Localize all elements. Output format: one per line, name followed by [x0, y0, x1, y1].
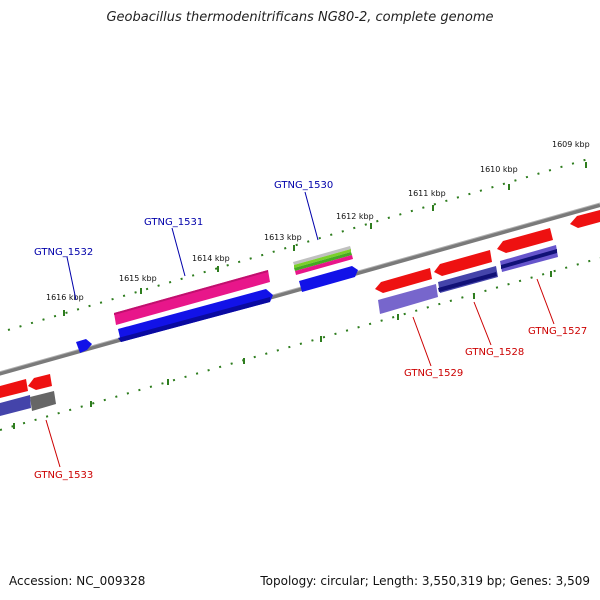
label-gtng-1527[interactable]: GTNG_1527: [528, 326, 587, 337]
scale-label-1615: 1615 kbp: [119, 274, 157, 283]
gene-1529-arrow[interactable]: [375, 268, 432, 293]
major-ticks-upper: [63, 162, 587, 316]
genome-summary-text: Topology: circular; Length: 3,550,319 bp…: [260, 574, 590, 588]
scale-label-1616: 1616 kbp: [46, 293, 84, 302]
reverse-leader-lines: [45, 278, 555, 468]
scale-label-1611: 1611 kbp: [408, 189, 446, 198]
label-gtng-1528[interactable]: GTNG_1528: [465, 347, 524, 358]
scale-label-1610: 1610 kbp: [480, 165, 518, 174]
gene-1530-stripes[interactable]: [293, 246, 353, 275]
scale-label-1613: 1613 kbp: [264, 233, 302, 242]
scale-label-1612: 1612 kbp: [336, 212, 374, 221]
gene-1532-arrow[interactable]: [76, 339, 92, 353]
label-gtng-1532[interactable]: GTNG_1532: [34, 247, 93, 258]
gene-1533-band[interactable]: [0, 395, 31, 416]
gene-1533-gray-band[interactable]: [30, 391, 56, 411]
gene-1531-pink-band[interactable]: [114, 270, 270, 325]
label-gtng-1531[interactable]: GTNG_1531: [144, 217, 203, 228]
lower-scale-line: [0, 257, 600, 431]
major-ticks-lower: [13, 271, 552, 429]
gene-right-edge-arrow[interactable]: [570, 210, 600, 228]
genome-backbone: [0, 203, 600, 376]
gene-1530-arrow[interactable]: [299, 266, 358, 292]
scale-label-1614: 1614 kbp: [192, 254, 230, 263]
label-gtng-1533[interactable]: GTNG_1533: [34, 470, 93, 481]
label-gtng-1530[interactable]: GTNG_1530: [274, 180, 333, 191]
gene-1528-arrow[interactable]: [434, 250, 492, 276]
scale-label-1609: 1609 kbp: [552, 140, 590, 149]
gene-1527-arrow[interactable]: [497, 228, 553, 253]
genome-title: Geobacillus thermodenitrificans NG80-2, …: [106, 10, 494, 25]
label-gtng-1529[interactable]: GTNG_1529: [404, 368, 463, 379]
forward-leader-lines: [66, 191, 319, 301]
accession-text: Accession: NC_009328: [9, 574, 146, 588]
gene-1533-arrow-a[interactable]: [0, 379, 28, 398]
gene-1529-band[interactable]: [378, 284, 438, 314]
gene-1533-arrow-b[interactable]: [28, 374, 52, 390]
